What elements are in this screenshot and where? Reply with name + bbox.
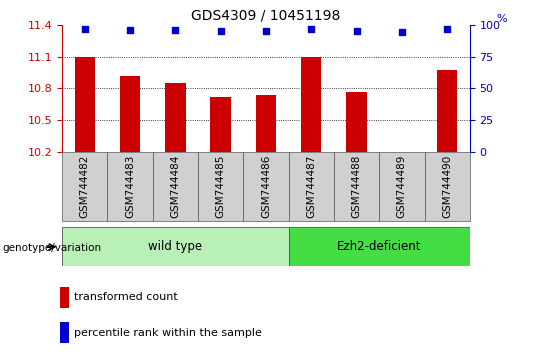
Bar (256, 95, 276, 152)
Point (171, 27, 180, 33)
Bar (437, 70, 457, 152)
Bar (120, 76, 140, 152)
Point (126, 27, 134, 33)
FancyBboxPatch shape (379, 152, 424, 221)
Bar (346, 92, 367, 152)
Text: percentile rank within the sample: percentile rank within the sample (75, 328, 262, 338)
FancyBboxPatch shape (288, 227, 470, 266)
Text: transformed count: transformed count (75, 292, 178, 302)
Point (307, 26, 315, 32)
Text: GSM744485: GSM744485 (215, 155, 226, 218)
Text: GSM744486: GSM744486 (261, 155, 271, 218)
FancyBboxPatch shape (334, 152, 379, 221)
Point (352, 28, 361, 34)
Bar (301, 57, 321, 152)
Bar (211, 97, 231, 152)
Point (80, 26, 89, 32)
Text: GSM744482: GSM744482 (80, 155, 90, 218)
FancyBboxPatch shape (244, 152, 288, 221)
FancyBboxPatch shape (198, 152, 244, 221)
FancyBboxPatch shape (62, 227, 288, 266)
Text: wild type: wild type (148, 240, 202, 252)
Point (443, 26, 451, 32)
FancyBboxPatch shape (288, 152, 334, 221)
Text: genotype/variation: genotype/variation (3, 243, 102, 253)
Text: Ezh2-deficient: Ezh2-deficient (337, 240, 421, 252)
Point (217, 28, 225, 34)
Text: GSM744487: GSM744487 (306, 155, 316, 218)
Text: GSM744484: GSM744484 (170, 155, 180, 218)
Text: GSM744483: GSM744483 (125, 155, 135, 218)
Bar (59, 322, 69, 343)
FancyBboxPatch shape (62, 152, 107, 221)
Title: GDS4309 / 10451198: GDS4309 / 10451198 (191, 8, 341, 22)
Bar (59, 287, 69, 308)
Text: GSM744489: GSM744489 (397, 155, 407, 218)
Bar (75, 57, 95, 152)
FancyBboxPatch shape (107, 152, 153, 221)
Text: %: % (496, 13, 507, 23)
Text: GSM744490: GSM744490 (442, 155, 452, 218)
Text: GSM744488: GSM744488 (352, 155, 362, 218)
Point (261, 28, 270, 34)
FancyBboxPatch shape (424, 152, 470, 221)
Point (397, 30, 406, 35)
Bar (165, 83, 186, 152)
FancyBboxPatch shape (153, 152, 198, 221)
